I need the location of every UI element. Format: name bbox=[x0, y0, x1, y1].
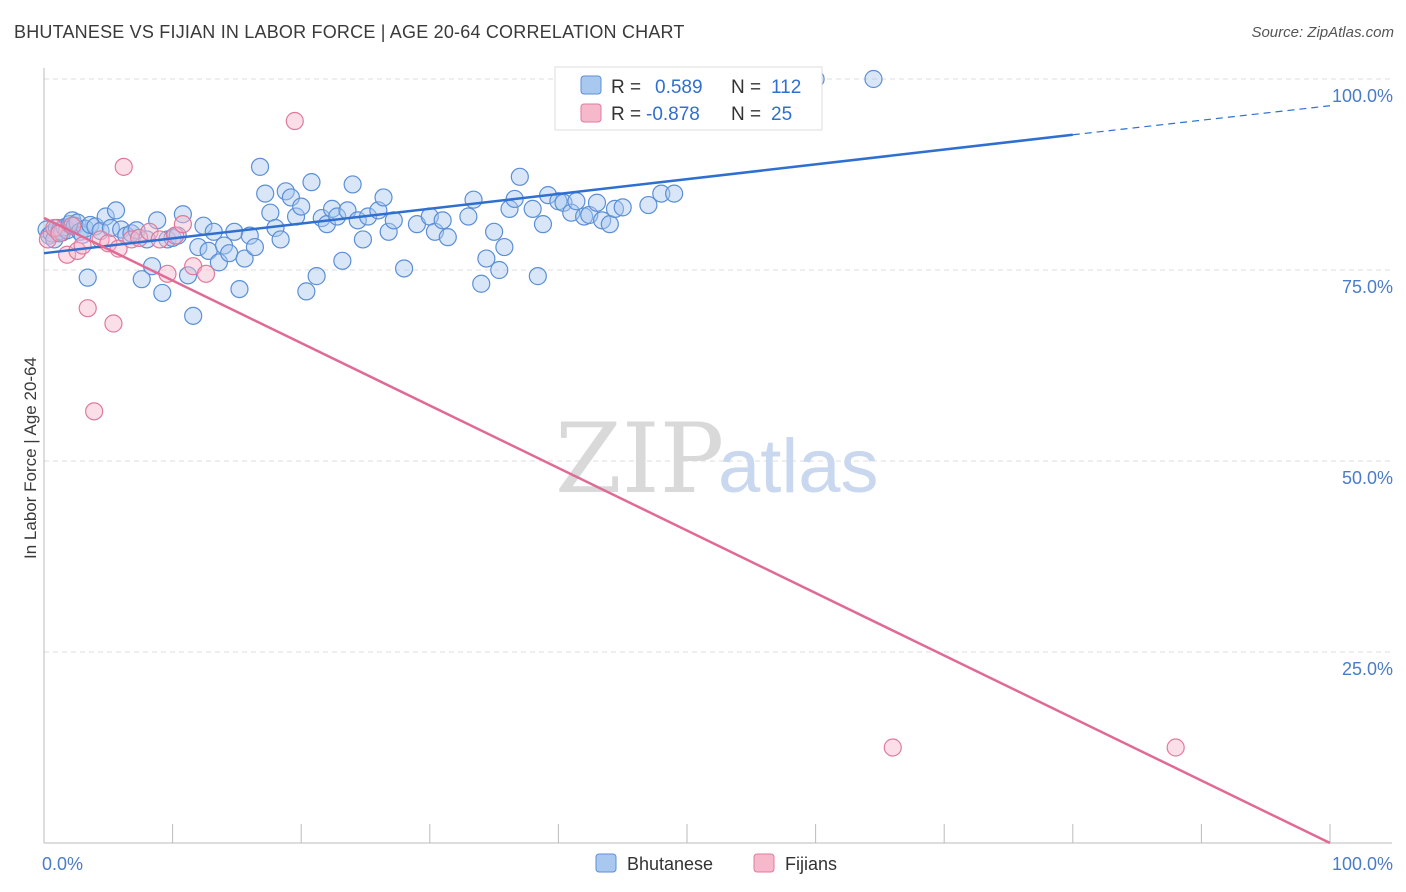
bhutanese-point-20 bbox=[96, 207, 115, 226]
bhutanese-point-80 bbox=[433, 211, 452, 230]
x-tick-label-0: 0.0% bbox=[42, 854, 83, 874]
bhutanese-point-22 bbox=[106, 201, 126, 220]
legend-r-label-0: R = bbox=[611, 77, 641, 98]
legend-n-value-1: 25 bbox=[771, 104, 792, 125]
legend-bottom-swatch-fijians bbox=[753, 853, 775, 873]
fijians-point-24 bbox=[883, 738, 902, 757]
watermark-atlas: atlas bbox=[718, 424, 879, 509]
bhutanese-point-86 bbox=[485, 222, 504, 241]
y-axis-label: In Labor Force | Age 20-64 bbox=[21, 357, 40, 559]
bhutanese-point-37 bbox=[184, 306, 203, 325]
bhutanese-point-36 bbox=[178, 266, 198, 285]
bhutanese-point-105 bbox=[605, 199, 625, 218]
fijians-point-11 bbox=[104, 314, 123, 333]
bhutanese-point-47 bbox=[235, 249, 254, 268]
bhutanese-point-102 bbox=[587, 193, 607, 212]
bhutanese-point-52 bbox=[261, 203, 280, 222]
bhutanese-point-59 bbox=[297, 282, 316, 301]
bhutanese-point-35 bbox=[173, 205, 192, 224]
bhutanese-point-61 bbox=[307, 267, 326, 286]
y-tick-label-2: 75.0% bbox=[1342, 277, 1393, 297]
bhutanese-point-38 bbox=[189, 237, 208, 257]
fijians-points bbox=[38, 111, 1185, 757]
legend-swatch-fijians bbox=[580, 103, 602, 123]
fijians-point-8 bbox=[85, 402, 104, 421]
y-tick-label-3: 100.0% bbox=[1332, 86, 1393, 106]
fijians-point-23 bbox=[285, 111, 304, 131]
y-tick-label-0: 25.0% bbox=[1342, 659, 1393, 679]
fijians-point-7 bbox=[78, 299, 97, 318]
legend-n-value-0: 112 bbox=[771, 77, 801, 98]
legend-series: Bhutanese Fijians bbox=[595, 853, 837, 874]
bhutanese-trend-line bbox=[43, 133, 1073, 255]
fijians-point-20 bbox=[173, 215, 192, 234]
bhutanese-point-106 bbox=[613, 198, 632, 217]
x-tick-labels: 0.0% 100.0% bbox=[42, 854, 1393, 874]
watermark-zip: ZIP bbox=[555, 403, 724, 515]
x-tick-label-1: 100.0% bbox=[1332, 854, 1393, 874]
bhutanese-point-82 bbox=[459, 207, 478, 226]
legend-r-value-0: 0.589 bbox=[655, 77, 703, 98]
bhutanese-point-92 bbox=[523, 199, 542, 218]
bhutanese-point-109 bbox=[665, 184, 684, 203]
legend-bottom-bhutanese: Bhutanese bbox=[627, 854, 713, 874]
bhutanese-point-54 bbox=[271, 230, 290, 249]
trend-lines bbox=[43, 105, 1331, 845]
bhutanese-trend-extension bbox=[1072, 105, 1331, 136]
bhutanese-point-49 bbox=[245, 237, 265, 257]
bhutanese-point-81 bbox=[438, 228, 457, 247]
bhutanese-point-99 bbox=[567, 192, 586, 211]
watermark: ZIP atlas bbox=[555, 403, 879, 515]
bhutanese-point-107 bbox=[639, 195, 658, 215]
bhutanese-point-46 bbox=[230, 280, 249, 299]
bhutanese-point-58 bbox=[292, 197, 311, 216]
y-tick-label-1: 50.0% bbox=[1342, 468, 1393, 488]
fijians-trend-line bbox=[43, 216, 1331, 845]
bhutanese-point-44 bbox=[220, 244, 239, 263]
bhutanese-point-68 bbox=[343, 175, 362, 194]
y-tick-labels: 25.0% 50.0% 75.0% 100.0% bbox=[1332, 86, 1393, 679]
bhutanese-point-50 bbox=[250, 157, 270, 176]
axes bbox=[43, 68, 1392, 844]
bhutanese-point-74 bbox=[379, 222, 398, 241]
chart-title: BHUTANESE VS FIJIAN IN LABOR FORCE | AGE… bbox=[14, 22, 685, 42]
bhutanese-point-51 bbox=[256, 184, 275, 203]
legend-bottom-swatch-bhutanese bbox=[595, 853, 617, 873]
legend-stats: R = 0.589 N = 112 R = -0.878 N = 25 bbox=[554, 66, 823, 131]
bhutanese-point-88 bbox=[495, 237, 514, 257]
legend-n-label-1: N = bbox=[731, 104, 761, 125]
bhutanese-point-85 bbox=[477, 249, 496, 268]
bhutanese-point-56 bbox=[281, 188, 301, 207]
fijians-point-22 bbox=[196, 264, 216, 283]
bhutanese-point-60 bbox=[302, 173, 321, 192]
bhutanese-point-70 bbox=[353, 230, 373, 249]
bhutanese-point-42 bbox=[209, 253, 228, 272]
bhutanese-point-31 bbox=[153, 283, 172, 303]
fijians-point-25 bbox=[1166, 738, 1185, 757]
bhutanese-point-73 bbox=[374, 188, 393, 207]
bhutanese-point-91 bbox=[510, 167, 529, 186]
bhutanese-point-108 bbox=[652, 184, 671, 203]
fijians-point-0 bbox=[38, 230, 57, 249]
bhutanese-point-84 bbox=[472, 274, 491, 293]
fijians-point-13 bbox=[114, 157, 133, 176]
bhutanese-point-93 bbox=[528, 267, 547, 286]
legend-bottom-fijians: Fijians bbox=[785, 854, 837, 874]
bhutanese-point-104 bbox=[600, 215, 619, 234]
legend-r-value-1: -0.878 bbox=[646, 104, 700, 125]
bhutanese-point-27 bbox=[132, 270, 151, 289]
source-label: Source: ZipAtlas.com bbox=[1251, 24, 1394, 41]
legend-swatch-bhutanese bbox=[580, 75, 602, 95]
bhutanese-point-66 bbox=[333, 251, 352, 270]
bhutanese-point-16 bbox=[78, 268, 97, 287]
bhutanese-point-76 bbox=[394, 259, 414, 278]
bhutanese-point-94 bbox=[533, 215, 553, 234]
legend-n-label-0: N = bbox=[731, 77, 761, 98]
bhutanese-point-48 bbox=[240, 226, 259, 245]
bhutanese-point-111 bbox=[864, 69, 883, 89]
grid-lines bbox=[44, 78, 1392, 653]
bhutanese-point-87 bbox=[490, 260, 509, 280]
legend-r-label-1: R = bbox=[611, 104, 641, 125]
